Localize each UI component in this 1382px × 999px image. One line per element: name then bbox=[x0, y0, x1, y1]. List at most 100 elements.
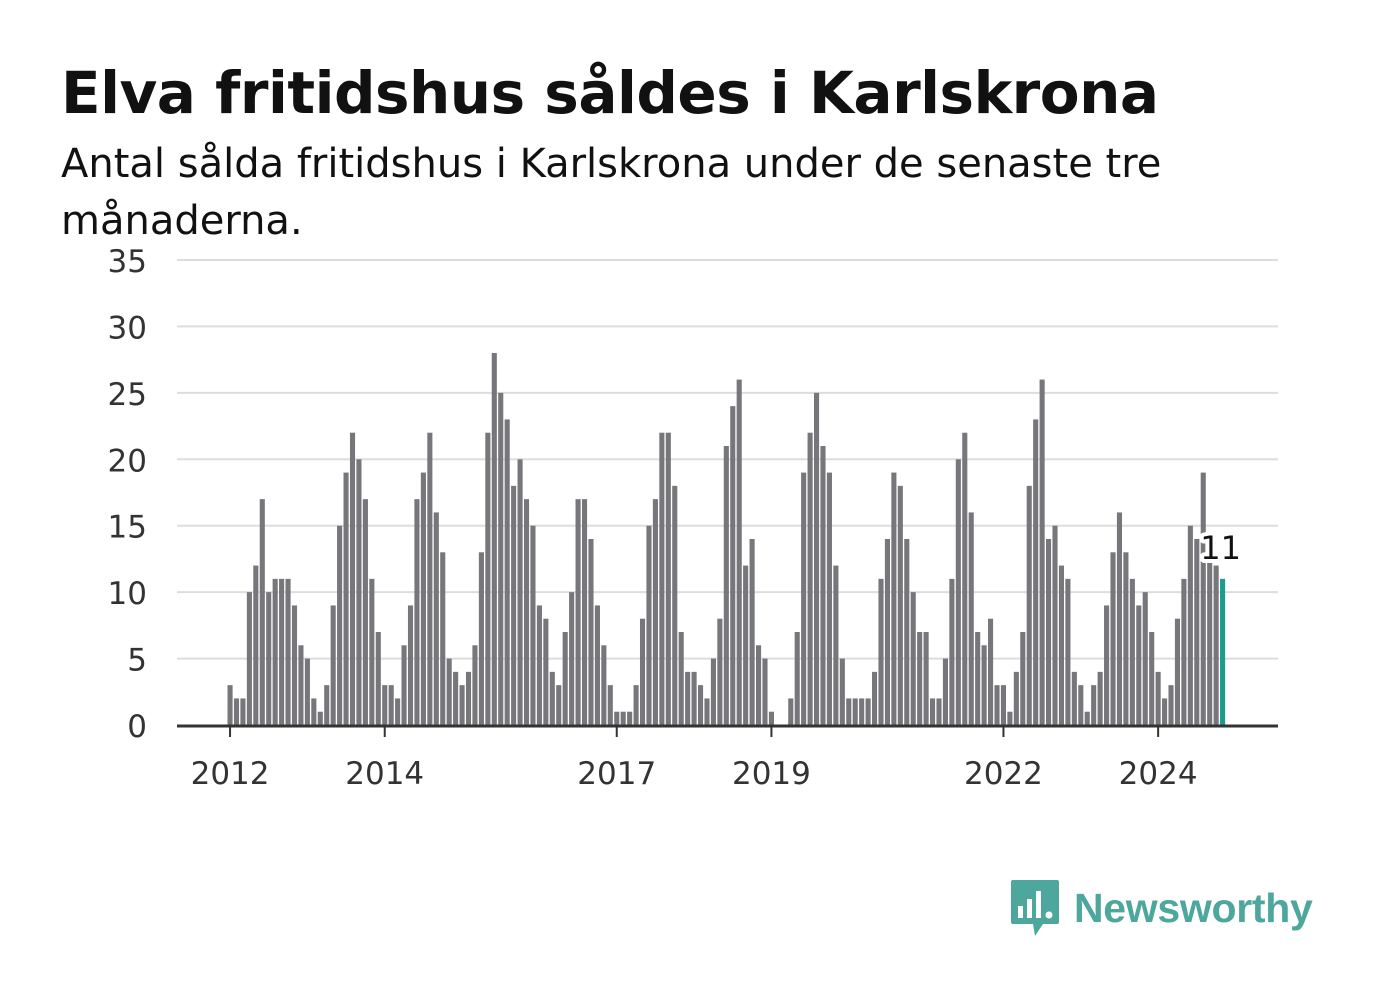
bar bbox=[962, 432, 968, 725]
bar bbox=[491, 353, 497, 725]
bar bbox=[382, 685, 388, 725]
x-tick-label: 2014 bbox=[345, 756, 424, 792]
bar bbox=[1020, 632, 1026, 725]
bar bbox=[607, 685, 613, 725]
y-tick-label: 15 bbox=[108, 510, 147, 546]
bar bbox=[407, 605, 414, 725]
bar bbox=[1097, 671, 1103, 725]
bar bbox=[968, 512, 974, 725]
bar bbox=[1116, 512, 1123, 725]
x-tick-label: 2022 bbox=[964, 756, 1043, 792]
bar bbox=[511, 485, 517, 725]
bar bbox=[981, 645, 987, 725]
bar bbox=[530, 525, 536, 725]
bar bbox=[794, 632, 800, 725]
y-tick-label: 5 bbox=[127, 643, 147, 679]
bar bbox=[465, 671, 472, 725]
newsworthy-brand: Newsworthy bbox=[1010, 878, 1313, 938]
bar bbox=[575, 499, 581, 725]
bar bbox=[395, 698, 401, 725]
x-tick-label: 2012 bbox=[191, 756, 270, 792]
bar bbox=[349, 432, 356, 725]
bar bbox=[859, 698, 865, 725]
bar bbox=[1181, 578, 1187, 725]
bar bbox=[517, 459, 523, 725]
bar bbox=[846, 698, 852, 725]
bar bbox=[1136, 605, 1142, 725]
bar bbox=[375, 632, 381, 725]
bar bbox=[691, 671, 697, 725]
bar bbox=[388, 685, 394, 725]
axes: 0 5 10 15 20 25 30 35 2012 2014 2017 2019 2022 2024 bbox=[108, 244, 1278, 792]
bar bbox=[768, 711, 774, 725]
bar bbox=[285, 578, 291, 725]
bar bbox=[549, 671, 555, 725]
bar bbox=[884, 539, 890, 725]
bar bbox=[917, 632, 923, 725]
bar bbox=[1123, 552, 1129, 725]
bar bbox=[994, 685, 1000, 725]
bar bbox=[897, 485, 903, 725]
y-tick-label: 20 bbox=[108, 443, 147, 479]
bar bbox=[1200, 472, 1206, 725]
bar bbox=[839, 658, 845, 725]
bar bbox=[279, 578, 285, 725]
bar bbox=[942, 658, 948, 725]
y-tick-label: 30 bbox=[108, 310, 147, 346]
bar bbox=[872, 671, 878, 725]
bar bbox=[233, 698, 240, 725]
bar bbox=[1155, 671, 1161, 725]
x-tick-label: 2019 bbox=[732, 756, 811, 792]
bar bbox=[330, 605, 336, 725]
bar bbox=[324, 685, 330, 725]
bar bbox=[678, 632, 684, 725]
bar bbox=[988, 618, 994, 725]
bar bbox=[1104, 605, 1110, 725]
y-tick-label: 0 bbox=[127, 709, 147, 745]
bar bbox=[1039, 379, 1045, 725]
bar bbox=[433, 512, 439, 725]
bar bbox=[272, 578, 278, 725]
bar bbox=[446, 658, 452, 725]
bar bbox=[1007, 711, 1013, 725]
bar bbox=[588, 539, 594, 725]
bar bbox=[1013, 671, 1019, 725]
bar bbox=[659, 432, 665, 725]
bar bbox=[865, 698, 871, 725]
bar bbox=[266, 592, 272, 725]
bars bbox=[227, 353, 1226, 725]
bar bbox=[453, 671, 459, 725]
bar bbox=[1026, 485, 1032, 725]
bar bbox=[1052, 525, 1058, 725]
bar bbox=[652, 499, 658, 725]
bar bbox=[240, 698, 246, 725]
bar bbox=[420, 472, 426, 725]
bar bbox=[523, 499, 530, 725]
y-tick-label: 35 bbox=[108, 244, 147, 280]
brand-name: Newsworthy bbox=[1074, 884, 1313, 931]
bar bbox=[1084, 711, 1090, 725]
bar bbox=[562, 632, 568, 725]
bar bbox=[910, 592, 916, 725]
bar bbox=[1033, 419, 1039, 725]
data-labels: 11 bbox=[1196, 525, 1245, 571]
bar bbox=[1194, 539, 1200, 725]
highlight-value-label: 11 bbox=[1200, 529, 1241, 567]
bar bbox=[472, 645, 478, 725]
bar bbox=[343, 472, 349, 725]
chart-subtitle: Antal sålda fritidshus i Karlskrona unde… bbox=[61, 141, 1162, 244]
bar bbox=[227, 685, 233, 725]
bar bbox=[614, 711, 620, 725]
bar bbox=[362, 499, 368, 725]
bar bbox=[440, 552, 446, 725]
bar bbox=[1078, 685, 1084, 725]
bar bbox=[356, 459, 362, 725]
bar bbox=[807, 432, 813, 725]
bar bbox=[1142, 592, 1148, 725]
bar bbox=[743, 565, 749, 725]
bar bbox=[697, 685, 704, 725]
bar bbox=[762, 658, 768, 725]
bar bbox=[723, 446, 729, 725]
bar bbox=[253, 565, 259, 725]
